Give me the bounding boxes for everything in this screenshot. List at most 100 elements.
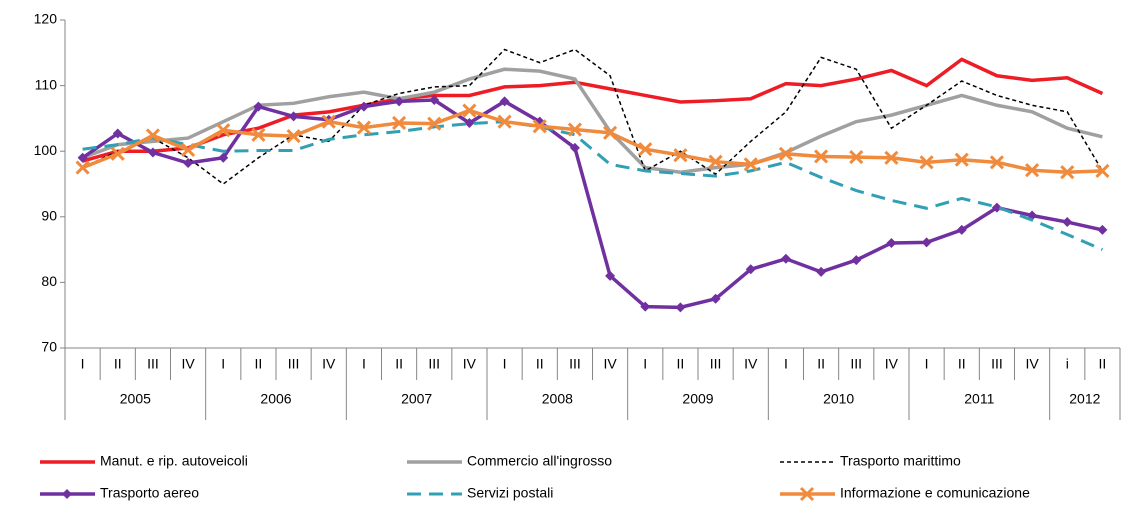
- point-marker: [1025, 163, 1040, 178]
- point-marker: [427, 116, 442, 131]
- point-marker: [569, 142, 580, 153]
- y-tick-label: 80: [41, 273, 57, 289]
- point-marker: [743, 157, 758, 172]
- point-marker: [356, 120, 371, 135]
- point-marker: [816, 266, 827, 277]
- x-tick-label: I: [643, 356, 647, 372]
- x-tick-label: III: [147, 356, 159, 372]
- point-marker: [675, 302, 686, 313]
- point-marker: [708, 154, 723, 169]
- point-marker: [991, 202, 1002, 213]
- point-marker: [919, 155, 934, 170]
- x-tick-label: I: [362, 356, 366, 372]
- series-line: [81, 67, 1103, 174]
- point-marker: [145, 128, 160, 143]
- point-marker: [251, 127, 266, 142]
- point-marker: [886, 238, 897, 249]
- point-marker: [218, 152, 229, 163]
- point-marker: [1095, 163, 1110, 178]
- point-marker: [253, 101, 264, 112]
- point-marker: [1062, 217, 1073, 228]
- legend-marker: [62, 489, 72, 499]
- point-marker: [567, 122, 582, 137]
- x-tick-label: I: [784, 356, 788, 372]
- point-marker: [288, 111, 299, 122]
- group-label: 2010: [823, 391, 854, 407]
- point-marker: [638, 142, 653, 157]
- legend-label: Servizi postali: [467, 485, 553, 501]
- x-tick-label: III: [850, 356, 862, 372]
- point-marker: [321, 114, 336, 129]
- x-tick-label: II: [817, 356, 825, 372]
- y-tick-label: 100: [34, 142, 58, 158]
- x-tick-label: II: [1099, 356, 1107, 372]
- legend-marker: [799, 486, 815, 502]
- point-marker: [216, 123, 231, 138]
- group-label: 2008: [542, 391, 573, 407]
- group-label: 2011: [964, 391, 994, 407]
- point-marker: [849, 150, 864, 165]
- group-label: 2007: [401, 391, 432, 407]
- x-tick-label: I: [221, 356, 225, 372]
- x-tick-label: III: [991, 356, 1003, 372]
- point-marker: [358, 101, 369, 112]
- x-tick-label: i: [1066, 356, 1069, 372]
- y-tick-label: 70: [41, 339, 57, 355]
- point-marker: [75, 160, 90, 175]
- point-marker: [147, 147, 158, 158]
- x-tick-label: II: [677, 356, 685, 372]
- point-marker: [956, 224, 967, 235]
- x-tick-label: II: [395, 356, 403, 372]
- point-marker: [640, 301, 651, 312]
- y-tick-label: 90: [41, 208, 57, 224]
- point-marker: [989, 155, 1004, 170]
- point-marker: [112, 128, 123, 139]
- legend-label: Commercio all'ingrosso: [467, 453, 612, 469]
- point-marker: [745, 264, 756, 275]
- x-tick-label: III: [710, 356, 722, 372]
- point-marker: [814, 149, 829, 164]
- point-marker: [394, 96, 405, 107]
- series-line: [82, 57, 1104, 163]
- point-marker: [532, 119, 547, 134]
- point-marker: [392, 115, 407, 131]
- point-marker: [462, 103, 477, 118]
- point-marker: [1097, 224, 1108, 235]
- point-marker: [429, 95, 440, 106]
- point-marker: [464, 117, 475, 128]
- group-label: 2006: [260, 391, 291, 407]
- x-tick-label: I: [503, 356, 507, 372]
- group-label: 2009: [682, 391, 713, 407]
- x-tick-label: II: [958, 356, 966, 372]
- x-tick-label: II: [255, 356, 263, 372]
- series-line: [81, 108, 1103, 174]
- x-tick-label: IV: [744, 356, 758, 372]
- point-marker: [603, 125, 618, 140]
- legend-label: Trasporto aereo: [100, 485, 199, 501]
- point-marker: [110, 146, 125, 161]
- series-line: [81, 98, 1103, 310]
- x-tick-label: IV: [322, 356, 336, 372]
- point-marker: [499, 96, 510, 107]
- point-marker: [183, 158, 194, 169]
- legend-label: Trasporto marittimo: [840, 453, 961, 469]
- x-tick-label: I: [925, 356, 929, 372]
- point-marker: [778, 146, 793, 161]
- y-tick-label: 110: [35, 76, 58, 92]
- group-label: 2012: [1069, 391, 1100, 407]
- point-marker: [286, 129, 301, 144]
- x-tick-label: II: [114, 356, 122, 372]
- x-tick-label: IV: [885, 356, 899, 372]
- point-marker: [954, 152, 969, 167]
- x-tick-label: II: [536, 356, 544, 372]
- x-tick-label: III: [428, 356, 440, 372]
- point-marker: [1060, 165, 1075, 180]
- y-tick-label: 120: [34, 11, 58, 27]
- legend-label: Informazione e comunicazione: [840, 485, 1030, 501]
- point-marker: [780, 253, 791, 264]
- point-marker: [851, 255, 862, 266]
- point-marker: [921, 237, 932, 248]
- point-marker: [77, 152, 88, 163]
- point-marker: [181, 142, 196, 157]
